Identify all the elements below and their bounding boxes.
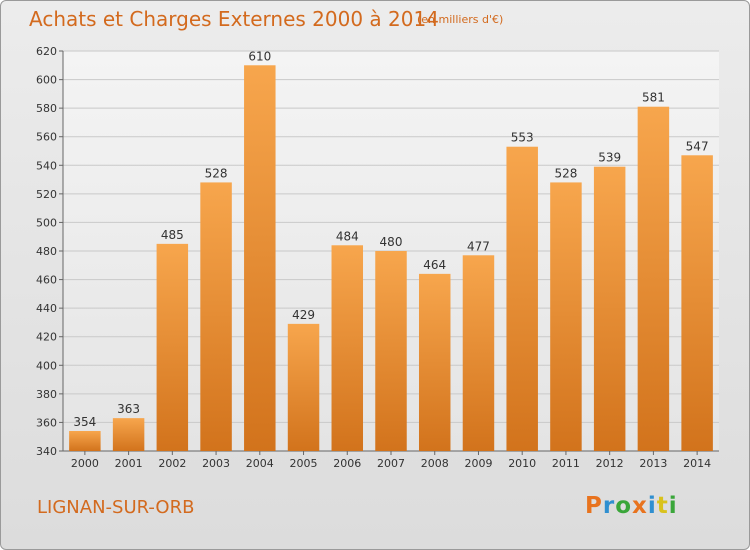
y-tick-label: 380 — [36, 388, 57, 401]
y-tick-label: 600 — [36, 74, 57, 87]
data-label: 547 — [686, 139, 709, 153]
logo-letter: P — [585, 493, 603, 519]
bar — [637, 106, 670, 451]
data-label: 354 — [73, 415, 96, 429]
bar — [69, 431, 101, 451]
x-tick-label: 2005 — [290, 457, 318, 470]
bar — [418, 273, 451, 451]
logo-letter: i — [647, 493, 657, 519]
x-tick-label: 2004 — [246, 457, 274, 470]
bar — [462, 255, 495, 451]
bar — [112, 418, 145, 451]
data-label: 528 — [205, 166, 228, 180]
x-tick-label: 2001 — [115, 457, 143, 470]
bar — [550, 182, 582, 451]
data-label: 610 — [248, 49, 271, 63]
bar — [156, 243, 189, 451]
y-tick-label: 460 — [36, 274, 57, 287]
chart-title: Achats et Charges Externes 2000 à 2014 — [29, 7, 439, 31]
data-label: 581 — [642, 91, 665, 105]
bar — [244, 65, 276, 452]
data-label: 429 — [292, 308, 315, 322]
y-tick-label: 480 — [36, 245, 57, 258]
y-tick-label: 520 — [36, 188, 57, 201]
bar — [200, 182, 232, 451]
data-label: 484 — [336, 229, 359, 243]
bar — [593, 166, 626, 451]
logo-letter: t — [656, 493, 669, 519]
x-tick-label: 2000 — [71, 457, 99, 470]
y-tick-label: 400 — [36, 359, 57, 372]
y-tick-label: 440 — [36, 302, 57, 315]
x-tick-label: 2011 — [552, 457, 580, 470]
x-tick-label: 2010 — [508, 457, 536, 470]
data-label: 528 — [554, 166, 577, 180]
y-tick-label: 360 — [36, 416, 57, 429]
data-label: 485 — [161, 228, 184, 242]
x-tick-label: 2014 — [683, 457, 711, 470]
logo-letter: i — [668, 493, 678, 519]
data-label: 363 — [117, 402, 140, 416]
y-tick-label: 620 — [36, 45, 57, 58]
data-label: 464 — [423, 258, 446, 272]
x-tick-label: 2007 — [377, 457, 405, 470]
x-tick-label: 2002 — [158, 457, 186, 470]
data-label: 539 — [598, 151, 621, 165]
x-tick-label: 2006 — [333, 457, 361, 470]
y-tick-label: 340 — [36, 445, 57, 458]
y-tick-label: 420 — [36, 331, 57, 344]
x-tick-label: 2008 — [421, 457, 449, 470]
y-tick-label: 500 — [36, 216, 57, 229]
x-tick-label: 2012 — [596, 457, 624, 470]
place-name: LIGNAN-SUR-ORB — [37, 497, 195, 518]
y-tick-label: 580 — [36, 102, 57, 115]
bar — [375, 251, 407, 451]
bar — [681, 155, 713, 452]
x-tick-label: 2009 — [464, 457, 492, 470]
data-label: 553 — [511, 131, 534, 145]
data-label: 477 — [467, 239, 490, 253]
x-tick-label: 2013 — [639, 457, 667, 470]
bar — [331, 245, 364, 451]
bar — [506, 146, 538, 451]
x-tick-label: 2003 — [202, 457, 230, 470]
chart-subtitle: (en milliers d'€) — [417, 13, 504, 26]
bar — [287, 323, 320, 451]
y-tick-label: 540 — [36, 159, 57, 172]
proxiti-logo: Proxiti — [585, 493, 678, 519]
logo-letter: r — [602, 493, 616, 519]
y-tick-label: 560 — [36, 131, 57, 144]
logo-letter: x — [632, 493, 648, 519]
logo-letter: o — [615, 493, 633, 519]
data-label: 480 — [380, 235, 403, 249]
